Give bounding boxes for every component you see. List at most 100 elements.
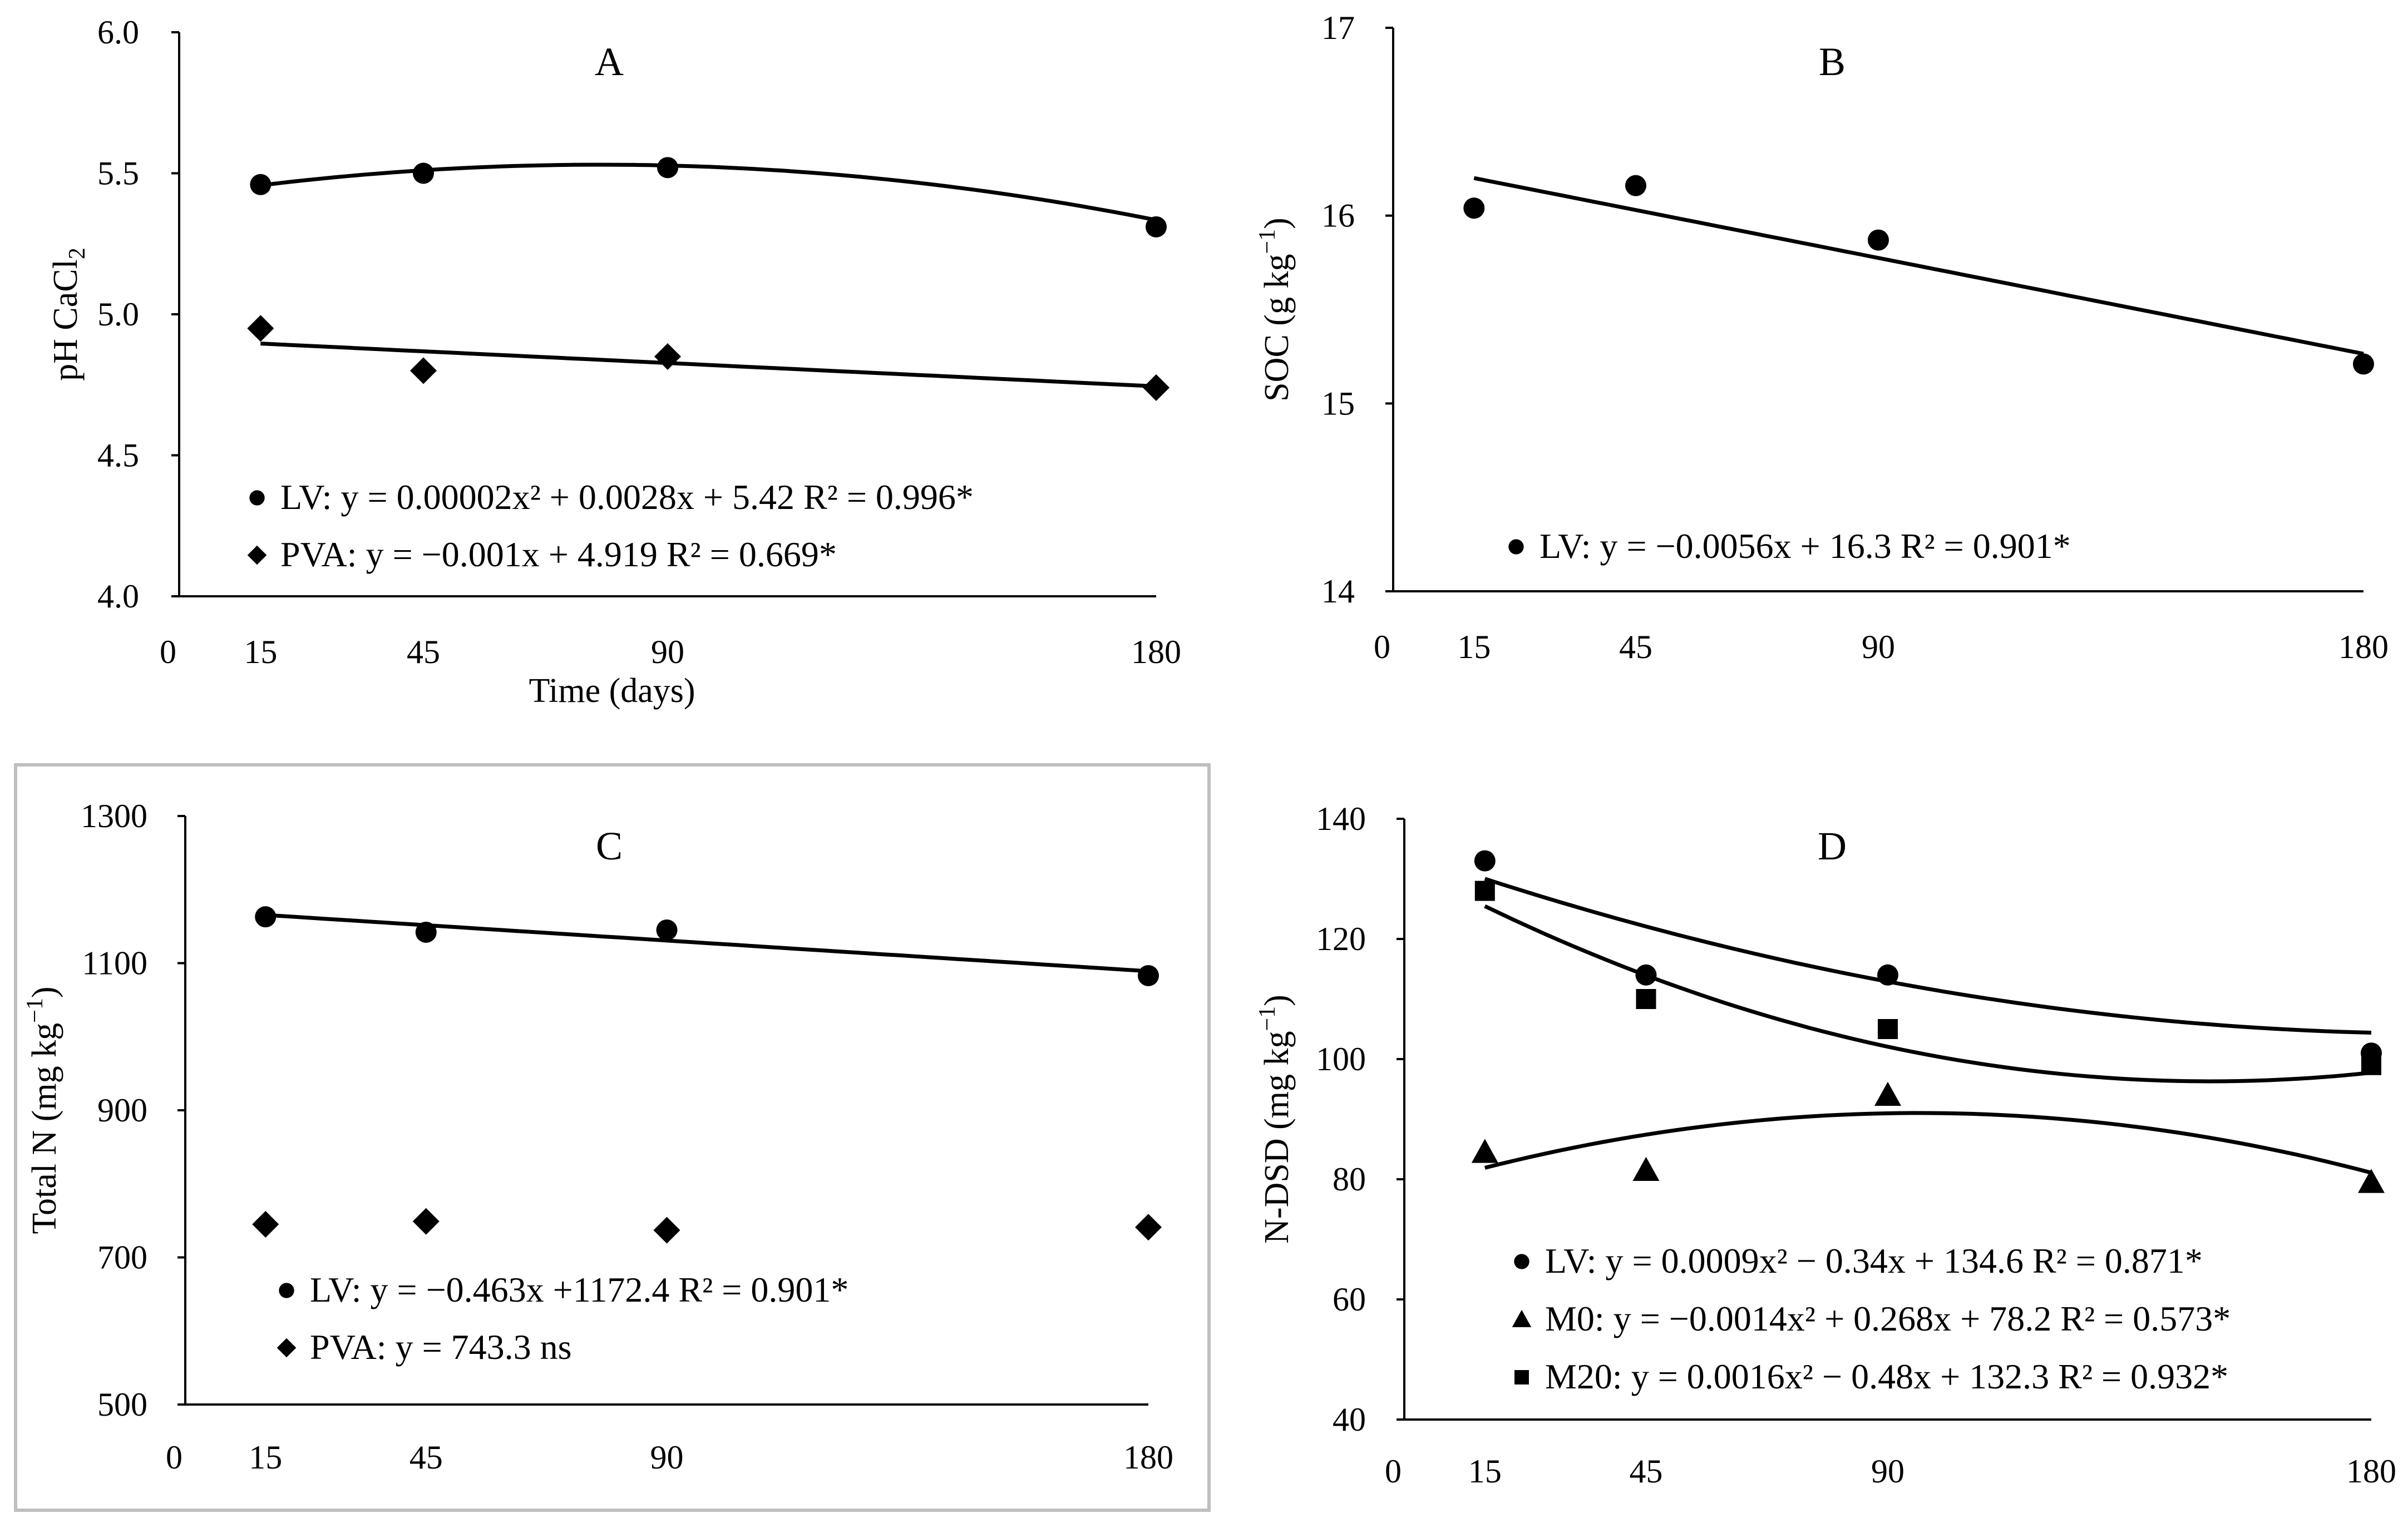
y-label-end: ) [1258, 995, 1296, 1006]
panel-a-title: A [595, 39, 624, 84]
y-tick-label: 100 [1316, 1041, 1366, 1077]
legend-marker-circle [249, 490, 265, 506]
equation-label: LV: y = −0.0056x + 16.3 R² = 0.901* [1539, 526, 2071, 566]
legend-marker-diamond [277, 1338, 297, 1358]
data-point-lv [413, 162, 434, 184]
y-label-subscript: 2 [65, 248, 90, 259]
data-point-m0 [1632, 1156, 1660, 1181]
data-point-m0 [1874, 1081, 1901, 1106]
y-label-main: pH CaCl [47, 259, 85, 381]
data-point-pva [247, 315, 274, 342]
legend-marker-circle [279, 1283, 294, 1298]
data-point-lv [1868, 229, 1889, 251]
y-tick-label: 15 [1321, 385, 1355, 422]
y-tick-label: 120 [1316, 921, 1366, 957]
x-tick-label: 45 [407, 634, 440, 670]
data-point-lv [1463, 197, 1485, 219]
panel-a: 4.0 4.5 5.0 5.5 6.0 0 15 45 90 180 A Time (days) pH … [47, 14, 1181, 710]
data-point-lv [1146, 216, 1167, 238]
data-point-lv [250, 174, 272, 195]
y-tick-label: 6.0 [97, 14, 139, 51]
x-tick-label: 0 [160, 634, 176, 670]
data-point-pva [653, 1217, 680, 1244]
data-point-m20 [1636, 989, 1656, 1009]
y-tick-label: 5.5 [97, 155, 139, 192]
fit-line-lv [1473, 176, 2364, 356]
panel-a-x-label: Time (days) [529, 672, 695, 710]
x-tick-label: 0 [166, 1439, 182, 1476]
data-point-m20 [1878, 1019, 1898, 1039]
panel-d-y-label: N-DSD (mg kg−1) [1255, 995, 1296, 1244]
data-point-m20 [1474, 881, 1495, 901]
x-tick-label: 90 [650, 1439, 684, 1476]
y-label-superscript: −1 [22, 998, 48, 1023]
data-point-lv [415, 921, 437, 943]
x-tick-label: 0 [1374, 629, 1390, 665]
panel-c-title: C [596, 824, 623, 868]
x-tick-label: 180 [1131, 634, 1181, 670]
equation-label: PVA: y = 743.3 ns [310, 1327, 572, 1367]
y-tick-label: 500 [97, 1386, 147, 1423]
data-point-pva [410, 357, 437, 384]
data-point-lv [2353, 353, 2374, 375]
panel-d-title: D [1818, 824, 1847, 868]
data-point-m0 [1471, 1139, 1498, 1163]
y-tick-label: 80 [1333, 1161, 1366, 1198]
data-point-pva [412, 1208, 440, 1235]
y-label-end: ) [1258, 217, 1296, 229]
data-point-lv [656, 919, 678, 941]
equation-label: LV: y = −0.463x +1172.4 R² = 0.901* [310, 1270, 848, 1309]
fit-line-m20 [1484, 904, 2372, 1084]
y-tick-label: 1100 [82, 945, 147, 982]
data-point-lv [1138, 965, 1159, 986]
fit-line-m0 [1484, 1111, 2372, 1175]
data-point-pva [1143, 374, 1170, 401]
x-tick-label: 90 [651, 634, 684, 670]
equation-label: LV: y = 0.00002x² + 0.0028x + 5.42 R² = … [280, 477, 974, 517]
panel-b-y-label: SOC (g kg−1) [1255, 217, 1296, 402]
x-tick-label: 15 [1457, 629, 1491, 665]
y-tick-label: 700 [97, 1239, 147, 1276]
data-point-pva [1135, 1214, 1162, 1241]
y-tick-label: 16 [1321, 197, 1355, 234]
data-point-m0 [2358, 1169, 2385, 1193]
x-tick-label: 0 [1385, 1453, 1402, 1490]
y-tick-label: 140 [1316, 800, 1366, 837]
legend-marker-circle [1508, 539, 1524, 555]
y-label-end: ) [26, 986, 63, 998]
x-tick-label: 45 [1630, 1453, 1663, 1490]
fit-line-lv [265, 913, 1149, 973]
y-tick-label: 4.5 [97, 437, 139, 474]
data-point-pva [654, 343, 681, 370]
x-tick-label: 180 [2346, 1453, 2396, 1490]
y-tick-label: 17 [1321, 9, 1355, 46]
panel-a-y-label: pH CaCl2 [47, 248, 90, 381]
y-tick-label: 14 [1321, 573, 1355, 610]
y-tick-label: 4.0 [97, 578, 139, 615]
panel-b-title: B [1819, 39, 1846, 84]
y-label-superscript: −1 [1255, 229, 1280, 254]
legend-marker-circle [1514, 1254, 1529, 1269]
equation-label: LV: y = 0.0009x² − 0.34x + 134.6 R² = 0.… [1545, 1241, 2203, 1280]
fit-line-lv [1484, 877, 2372, 1035]
y-tick-label: 40 [1333, 1401, 1366, 1438]
data-point-lv [1625, 175, 1646, 196]
panel-c-frame [14, 763, 1211, 1512]
x-tick-label: 45 [1619, 629, 1652, 665]
fit-line-lv [260, 162, 1157, 222]
y-label-superscript: −1 [1255, 1006, 1280, 1031]
y-label-main: Total N (mg kg [26, 1023, 63, 1234]
equation-label: M20: y = 0.0016x² − 0.48x + 132.3 R² = 0… [1545, 1357, 2228, 1396]
x-tick-label: 15 [244, 634, 277, 670]
y-tick-label: 5.0 [97, 296, 139, 333]
x-tick-label: 15 [249, 1439, 282, 1476]
legend-marker-triangle [1512, 1309, 1532, 1327]
data-point-lv [1474, 850, 1496, 872]
equation-label: M0: y = −0.0014x² + 0.268x + 78.2 R² = 0… [1545, 1299, 2231, 1338]
legend-marker-square [1514, 1370, 1529, 1385]
y-tick-label: 1300 [81, 798, 147, 834]
data-point-m20 [2361, 1055, 2381, 1075]
panel-b: 14 15 16 17 0 15 45 90 180 B SOC (g kg−1) LV: y = −… [1255, 9, 2389, 665]
y-tick-label: 900 [97, 1092, 147, 1129]
data-point-lv [255, 906, 277, 928]
